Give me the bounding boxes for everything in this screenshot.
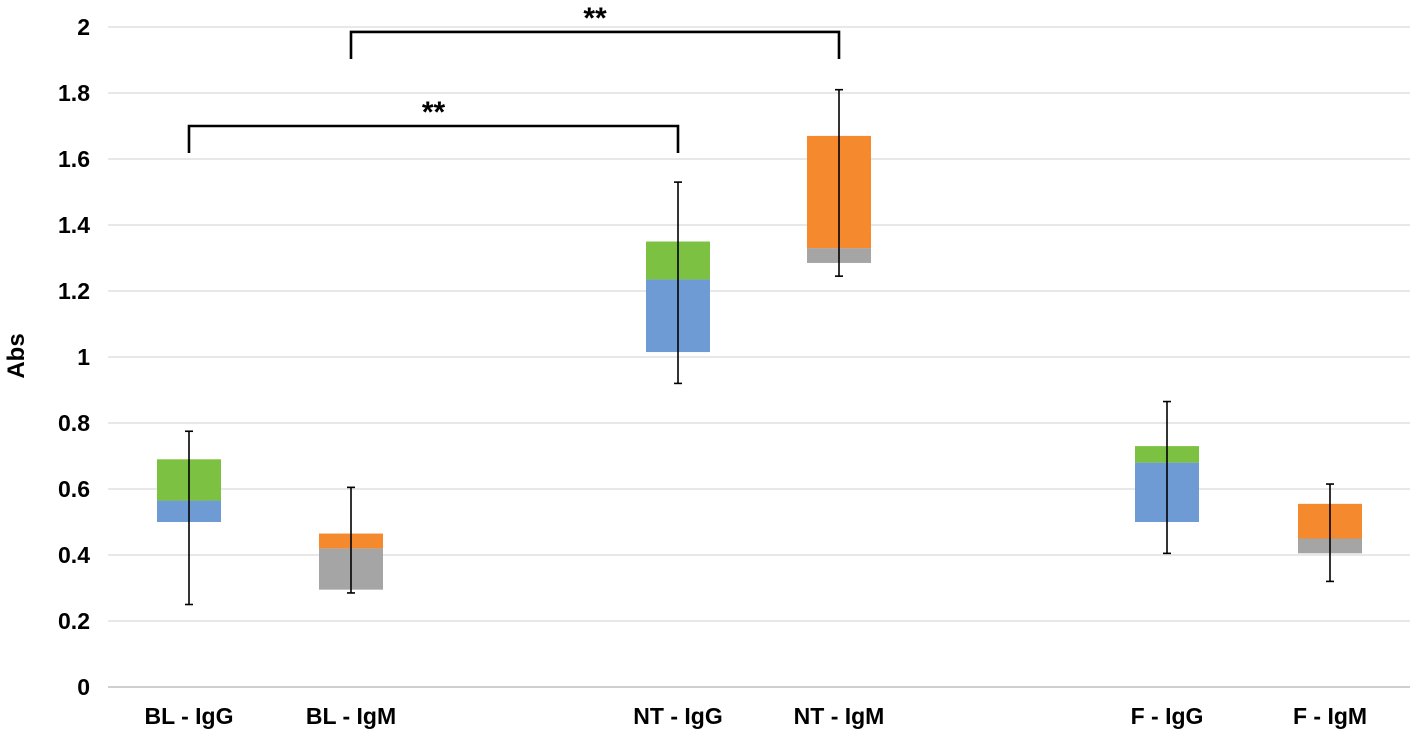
- boxes: [157, 88, 1362, 606]
- y-tick-label: 1.6: [58, 146, 90, 172]
- category-label: NT - IgG: [633, 703, 722, 729]
- box-group: [1135, 400, 1199, 555]
- grid-lines: [108, 26, 1410, 622]
- significance-label: **: [583, 2, 607, 35]
- y-tick-label: 1.2: [58, 278, 90, 304]
- category-label: BL - IgG: [144, 703, 233, 729]
- y-tick-label: 0.4: [58, 542, 90, 568]
- box-group: [319, 486, 383, 594]
- y-axis-label: Abs: [3, 333, 30, 378]
- y-tick-label: 0.8: [58, 410, 90, 436]
- y-tick-label: 1.4: [58, 212, 90, 238]
- significance-bracket: [349, 30, 841, 59]
- category-label: F - IgM: [1293, 703, 1367, 729]
- category-labels: BL - IgG BL - IgM NT - IgG NT - IgM F - IgG F…: [144, 703, 1367, 729]
- y-tick-label: 1: [77, 344, 90, 370]
- box-group: [157, 430, 221, 606]
- category-label: BL - IgM: [306, 703, 396, 729]
- y-tick-label: 1.8: [58, 80, 90, 106]
- box-group: [1298, 483, 1362, 583]
- box-group: [807, 88, 871, 277]
- category-label: NT - IgM: [794, 703, 885, 729]
- significance-bracket: [187, 124, 680, 153]
- category-label: F - IgG: [1131, 703, 1204, 729]
- y-tick-label: 2: [77, 14, 90, 40]
- y-tick-label: 0.2: [58, 608, 90, 634]
- significance-label: **: [422, 96, 446, 129]
- significance-brackets: ** **: [187, 2, 841, 153]
- y-tick-label: 0: [77, 674, 90, 700]
- box-group: [646, 181, 710, 385]
- y-tick-labels: 0 0.2 0.4 0.6 0.8 1 1.2 1.4 1.6 1.8 2: [58, 14, 90, 700]
- y-tick-label: 0.6: [58, 476, 90, 502]
